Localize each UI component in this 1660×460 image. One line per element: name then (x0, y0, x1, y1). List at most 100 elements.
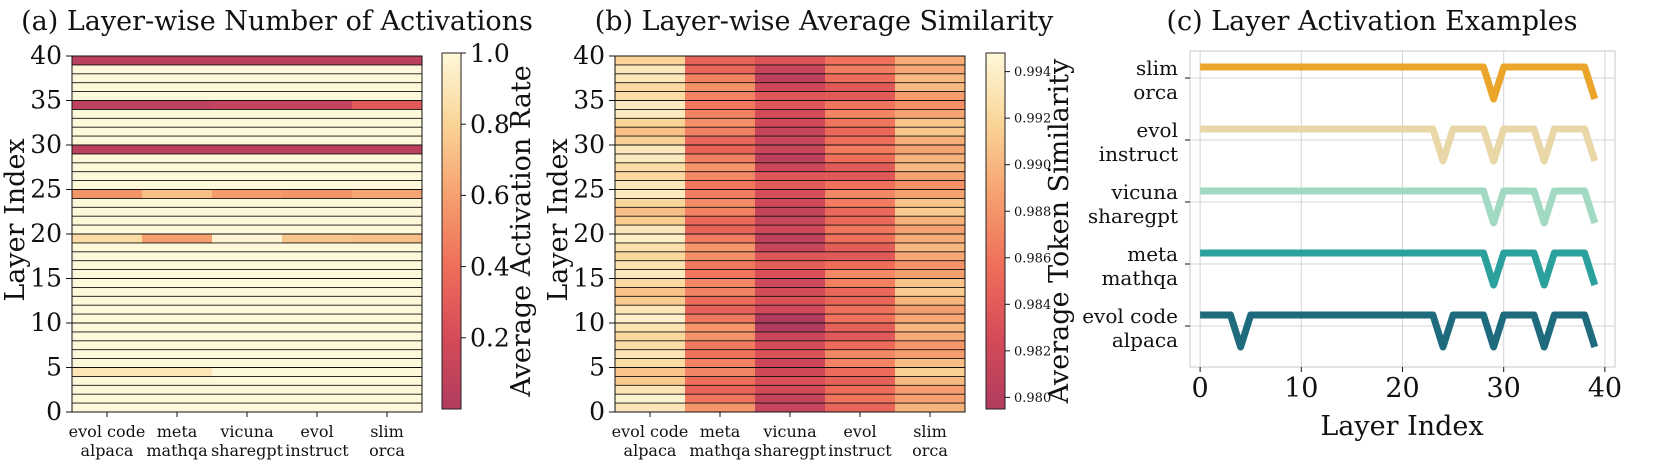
a-cell (72, 189, 143, 199)
b-cell (825, 171, 896, 181)
b-cell (685, 73, 756, 83)
a-cell (352, 198, 423, 208)
a-cell (352, 314, 423, 324)
panel-c-series-label: evol instruct (1099, 118, 1178, 166)
a-cell (142, 91, 213, 101)
a-cell (352, 127, 423, 137)
b-cell (825, 109, 896, 119)
b-cell (825, 385, 896, 395)
b-cell (755, 340, 826, 350)
a-cell (282, 100, 353, 110)
a-cell (72, 394, 143, 404)
b-y-tick-label: 15 (573, 264, 605, 293)
b-cell (615, 180, 686, 190)
a-cell (282, 234, 353, 244)
b-cell (615, 207, 686, 217)
a-cell (352, 367, 423, 377)
b-cell (615, 314, 686, 324)
b-cell (615, 198, 686, 208)
a-cell (352, 118, 423, 128)
a-cell (212, 225, 283, 235)
b-cell (685, 296, 756, 306)
a-cell (212, 136, 283, 146)
a-cell (212, 64, 283, 75)
a-cell (352, 376, 423, 386)
a-cell (142, 100, 213, 110)
b-cell (755, 269, 826, 279)
a-cell (282, 225, 353, 235)
a-cell (352, 234, 423, 244)
b-cell (755, 100, 826, 110)
b-cell (755, 153, 826, 164)
b-cell (685, 189, 756, 199)
panel-c-series-label: slim orca (1133, 56, 1178, 104)
panel-c-series-line (1200, 249, 1599, 289)
b-cell (755, 109, 826, 119)
panel-a-colorbar-ticks: 0.2 0.4 0.6 0.8 1.0 (461, 39, 510, 353)
a-y-tick-label: 40 (30, 41, 62, 70)
a-y-tick-label: 10 (30, 308, 62, 337)
panel-c: (c) Layer Activation Examples slim orca ev… (1082, 6, 1622, 442)
panel-b-colorbar-ticks: 0.980 0.982 0.984 0.986 0.988 0.990 0.992 0.994 (1005, 65, 1051, 406)
a-cell (142, 331, 213, 342)
a-cell (212, 171, 283, 181)
a-cell (142, 403, 213, 413)
b-x-tick-label: evol code alpaca (612, 422, 689, 460)
b-cell (895, 385, 966, 395)
b-cell (895, 340, 966, 350)
b-cell (755, 349, 826, 359)
a-cell (352, 323, 423, 333)
b-cell (615, 100, 686, 110)
panel-c-series-label: vicuna sharegpt (1088, 180, 1178, 228)
a-cell (282, 91, 353, 101)
b-cell (755, 136, 826, 146)
a-cell (72, 207, 143, 217)
b-cell (755, 305, 826, 315)
b-cell (825, 323, 896, 333)
a-cell (142, 136, 213, 146)
b-cell (685, 127, 756, 137)
a-cell (282, 314, 353, 324)
b-cell (615, 287, 686, 297)
a-cell (282, 109, 353, 119)
panel-a-colorbar-label: Average Activation Rate (506, 65, 537, 398)
a-cell (72, 269, 143, 279)
b-cell (615, 118, 686, 128)
b-cell (825, 367, 896, 377)
a-cell (352, 251, 423, 261)
a-cell (212, 82, 283, 92)
a-cell (282, 385, 353, 395)
a-cell (282, 394, 353, 404)
b-cell (685, 394, 756, 404)
a-cell (212, 287, 283, 297)
a-cell (142, 323, 213, 333)
b-cell (895, 296, 966, 306)
b-cell (685, 251, 756, 261)
a-cell (142, 180, 213, 190)
a-x-tick-label: vicuna sharegpt (211, 422, 284, 460)
b-cell (755, 278, 826, 288)
b-cell (615, 367, 686, 377)
a-cell (352, 225, 423, 235)
panel-c-title: (c) Layer Activation Examples (1166, 6, 1577, 37)
b-cell (825, 394, 896, 404)
a-cell (72, 73, 143, 83)
b-cell (825, 314, 896, 324)
a-cell (282, 260, 353, 270)
b-cell (615, 349, 686, 359)
a-cell (212, 145, 283, 155)
b-cell (615, 145, 686, 155)
b-cell (895, 305, 966, 315)
a-cell (352, 56, 423, 66)
b-cell (895, 367, 966, 377)
a-cell (142, 56, 213, 66)
a-cell (72, 82, 143, 92)
a-cell (282, 251, 353, 261)
a-cell (72, 367, 143, 377)
b-cell (895, 358, 966, 368)
b-y-tick-label: 20 (573, 219, 605, 248)
b-cell (615, 278, 686, 288)
b-cell (895, 180, 966, 190)
